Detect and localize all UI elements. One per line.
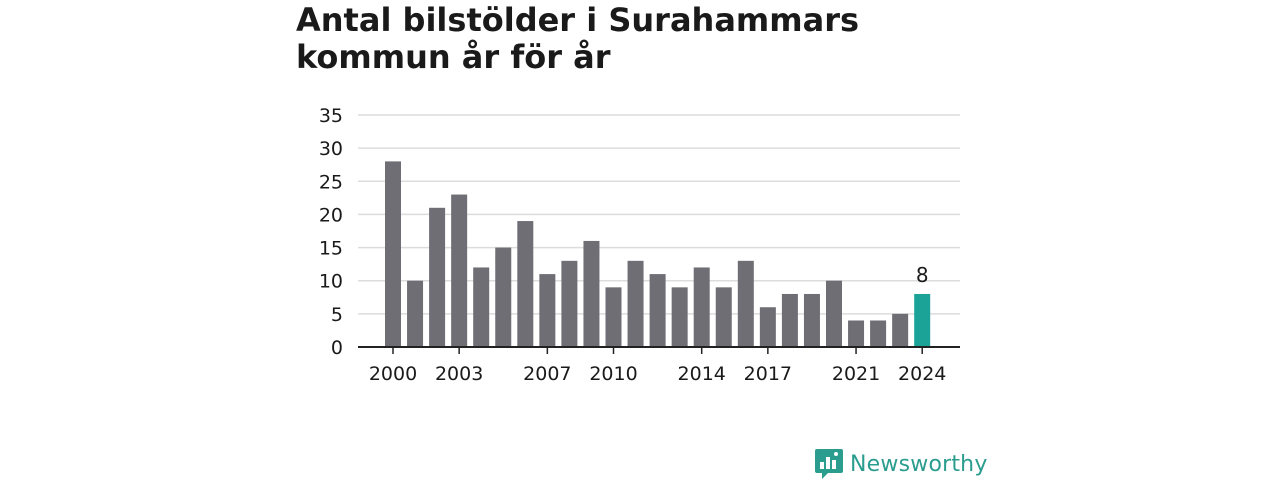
- bar-2014: [693, 267, 710, 347]
- y-tick-label: 35: [319, 105, 343, 127]
- y-tick-label: 20: [319, 204, 343, 226]
- y-tick-label: 0: [331, 337, 343, 359]
- bar-2024: [914, 293, 931, 347]
- y-tick-label: 5: [331, 304, 343, 326]
- x-tick-label: 2017: [744, 363, 792, 385]
- bar-2017: [759, 307, 776, 347]
- bar-2000: [385, 161, 401, 347]
- bar-2001: [407, 280, 424, 347]
- chart-title: Antal bilstölder i Surahammars kommun år…: [296, 1, 860, 76]
- bar-2015: [715, 287, 732, 347]
- y-tick-label: 25: [319, 171, 343, 193]
- y-tick-label: 15: [319, 238, 343, 260]
- bar-2005: [495, 247, 512, 347]
- bar-2012: [649, 274, 666, 347]
- bar-2010: [605, 287, 622, 347]
- x-tick-label: 2021: [832, 363, 880, 385]
- brand: Newsworthy: [814, 446, 988, 482]
- bar-2013: [671, 287, 688, 347]
- data-label: 8: [916, 263, 929, 287]
- bar-chart: 0 5 10 15 20 25 30 35 8 2000 2003 2007 2010 2014 2017 2…: [319, 105, 960, 385]
- bar-2019: [803, 293, 820, 347]
- brand-name: Newsworthy: [850, 451, 988, 477]
- x-tick-label: 2000: [369, 363, 417, 385]
- x-tick-label: 2010: [589, 363, 637, 385]
- x-tick-label: 2007: [523, 363, 571, 385]
- newsworthy-logo-icon: [815, 449, 843, 479]
- bar-2002: [429, 207, 446, 347]
- bar-2007: [539, 274, 556, 347]
- bar-2018: [781, 293, 798, 347]
- bar-2023: [892, 313, 909, 347]
- x-tick-label: 2003: [435, 363, 483, 385]
- bar-2009: [583, 240, 600, 347]
- y-tick-label: 10: [319, 271, 343, 293]
- bar-2011: [627, 260, 644, 347]
- bar-2006: [517, 221, 534, 347]
- bar-2020: [826, 280, 842, 347]
- x-tick-label: 2024: [898, 363, 946, 385]
- bar-2022: [870, 320, 887, 347]
- x-tick-label: 2014: [678, 363, 726, 385]
- bar-2021: [848, 320, 865, 347]
- bar-2008: [561, 260, 578, 347]
- bar-2003: [451, 194, 468, 347]
- y-tick-label: 30: [319, 138, 343, 160]
- bar-2016: [737, 260, 754, 347]
- bar-2004: [473, 267, 490, 347]
